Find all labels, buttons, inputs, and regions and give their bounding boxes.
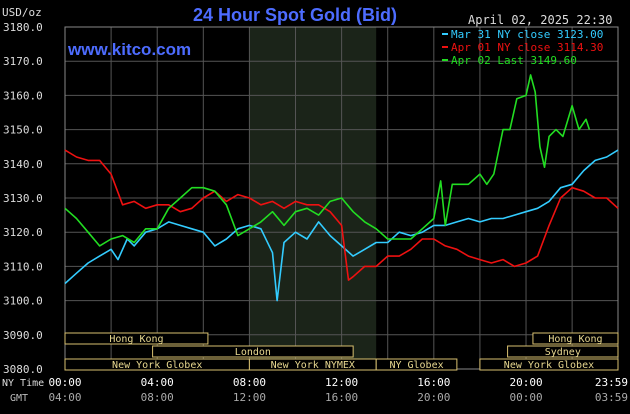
x-tick-gmt: 20:00 <box>417 391 450 404</box>
x-tick-ny: 08:00 <box>233 376 266 389</box>
y-tick-label: 3170.0 <box>3 55 43 68</box>
session-bar: London <box>152 345 354 358</box>
session-bar: New York Globex <box>64 358 250 371</box>
legend-entry: Mar 31 NY close 3123.00 <box>451 28 603 41</box>
y-tick-label: 3180.0 <box>3 21 43 34</box>
y-tick-label: 3150.0 <box>3 124 43 137</box>
session-label: New York NYMEX <box>271 360 355 371</box>
unit-label: USD/oz <box>2 6 42 19</box>
session-label: NY Globex <box>389 360 443 371</box>
watermark: www.kitco.com <box>67 40 191 59</box>
legend-entry: Apr 02 Last 3149.60 <box>451 54 577 67</box>
y-tick-label: 3080.0 <box>3 363 43 376</box>
y-tick-label: 3140.0 <box>3 158 43 171</box>
series-line-0 <box>64 149 619 302</box>
y-tick-label: 3130.0 <box>3 192 43 205</box>
y-tick-label: 3120.0 <box>3 226 43 239</box>
session-bar: New York Globex <box>479 358 619 371</box>
session-label: London <box>235 347 271 358</box>
x-tick-gmt: 12:00 <box>233 391 266 404</box>
y-tick-label: 3160.0 <box>3 89 43 102</box>
session-bar: Sydney <box>507 345 619 358</box>
x-tick-gmt: 03:59 <box>595 391 628 404</box>
x-tick-gmt: 04:00 <box>48 391 81 404</box>
session-label: Hong Kong <box>109 334 163 345</box>
x-tick-ny: 12:00 <box>325 376 358 389</box>
session-bar: NY Globex <box>375 358 458 371</box>
series-line-2 <box>64 74 591 247</box>
session-label: Hong Kong <box>548 334 602 345</box>
x-tick-gmt: 00:00 <box>509 391 542 404</box>
session-bar: New York NYMEX <box>248 358 377 371</box>
session-label: Sydney <box>545 347 581 358</box>
x-tick-gmt: 08:00 <box>141 391 174 404</box>
session-bar: Hong Kong <box>64 332 209 345</box>
date-label: April 02, 2025 22:30 <box>468 13 613 27</box>
x-tick-gmt: 16:00 <box>325 391 358 404</box>
session-bar: Hong Kong <box>532 332 619 345</box>
x-tick-ny: 23:59 <box>595 376 628 389</box>
series-line-1 <box>64 149 619 281</box>
x-tick-ny: 04:00 <box>141 376 174 389</box>
gmt-label: GMT <box>10 393 28 404</box>
x-tick-ny: 16:00 <box>417 376 450 389</box>
chart-title: 24 Hour Spot Gold (Bid) <box>193 5 397 25</box>
x-tick-ny: 20:00 <box>509 376 542 389</box>
y-tick-label: 3110.0 <box>3 260 43 273</box>
session-label: New York Globex <box>112 360 202 371</box>
x-tick-ny: 00:00 <box>48 376 81 389</box>
session-label: New York Globex <box>504 360 594 371</box>
y-tick-label: 3100.0 <box>3 295 43 308</box>
ny-time-label: NY Time <box>2 378 44 389</box>
legend-entry: Apr 01 NY close 3114.30 <box>451 41 603 54</box>
y-tick-label: 3090.0 <box>3 329 43 342</box>
